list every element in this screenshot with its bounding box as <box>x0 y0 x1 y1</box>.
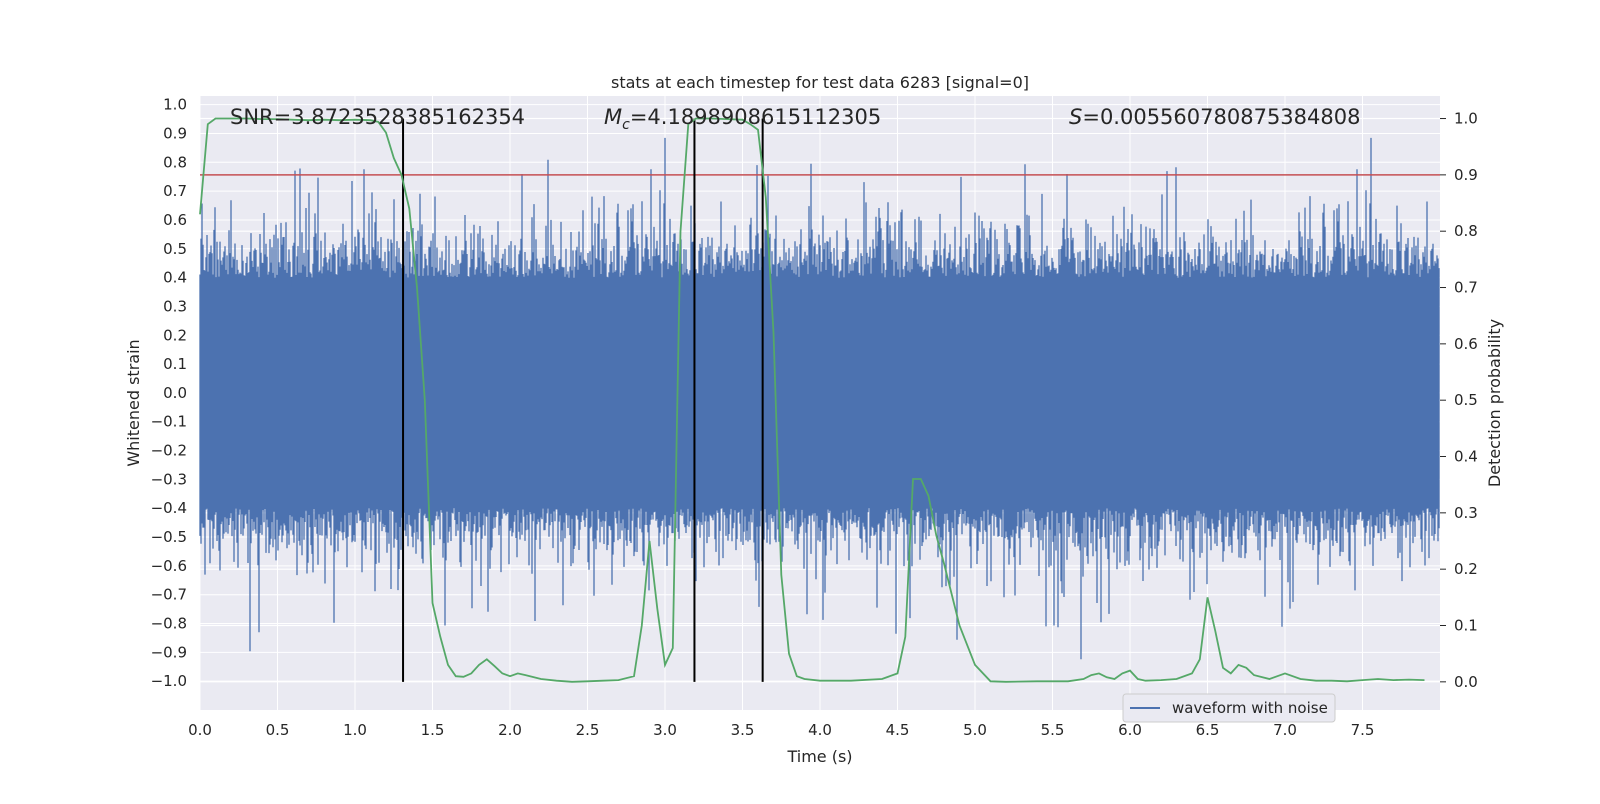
right-y-tick-label: 0.1 <box>1454 617 1478 635</box>
left-y-tick-label: 1.0 <box>163 96 187 114</box>
x-tick-label: 3.5 <box>731 721 755 739</box>
x-tick-label: 2.0 <box>498 721 522 739</box>
x-tick-label: 4.0 <box>808 721 832 739</box>
x-tick-label: 5.0 <box>963 721 987 739</box>
right-y-tick-label: 0.8 <box>1454 222 1478 240</box>
x-tick-label: 1.0 <box>343 721 367 739</box>
s-value: =0.005560780875384808 <box>1082 105 1360 129</box>
x-tick-label: 7.0 <box>1273 721 1297 739</box>
left-y-tick-label: −0.2 <box>151 442 187 460</box>
legend-label-waveform: waveform with noise <box>1172 699 1328 717</box>
waveform-noise-series <box>199 137 1440 660</box>
vertical-markers <box>402 118 764 682</box>
probability-line <box>199 117 1425 683</box>
x-tick-label: 4.5 <box>886 721 910 739</box>
right-y-tick-label: 0.7 <box>1454 279 1478 297</box>
left-y-tick-label: 0.0 <box>163 384 187 402</box>
right-y-tick-label: 0.4 <box>1454 448 1478 466</box>
legend-box <box>1122 693 1336 723</box>
left-y-tick-label: 0.5 <box>163 240 187 258</box>
chart-title: stats at each timestep for test data 628… <box>611 73 1029 92</box>
left-y-tick-label: −0.1 <box>151 413 187 431</box>
left-y-tick-label: −0.5 <box>151 528 187 546</box>
right-y-axis-label: Detection probability <box>1485 319 1504 487</box>
x-tick-label: 6.0 <box>1118 721 1142 739</box>
x-axis-label: Time (s) <box>786 747 852 766</box>
left-y-tick-label: 0.9 <box>163 124 187 142</box>
x-tick-label: 1.5 <box>421 721 445 739</box>
left-y-tick-label: 0.8 <box>163 153 187 171</box>
right-y-tick-label: 0.2 <box>1454 560 1478 578</box>
x-tick-label: 3.0 <box>653 721 677 739</box>
s-symbol: S <box>1069 105 1082 129</box>
waveform-noise-path <box>199 137 1440 660</box>
left-y-tick-label: −0.9 <box>151 643 187 661</box>
left-y-tick-label: 0.4 <box>163 269 187 287</box>
right-y-tick-label: 0.9 <box>1454 166 1478 184</box>
left-y-tick-label: −0.3 <box>151 470 187 488</box>
left-y-tick-label: 0.3 <box>163 297 187 315</box>
x-tick-label: 6.5 <box>1196 721 1220 739</box>
left-y-tick-label: −0.6 <box>151 557 187 575</box>
mc-annotation: Mc=4.189890861511230​5 <box>604 105 881 133</box>
right-y-tick-label: 0.0 <box>1454 673 1478 691</box>
right-y-tick-label: 1.0 <box>1454 110 1478 128</box>
right-y-tick-label: 0.3 <box>1454 504 1478 522</box>
left-y-tick-label: −0.7 <box>151 586 187 604</box>
x-tick-label: 5.5 <box>1041 721 1065 739</box>
left-y-tick-label: 0.7 <box>163 182 187 200</box>
tick-labels: 0.0 0.5 1.0 1.5 2.0 2.5 3.0 3.5 4.0 4.5 5.0 5.5 6.0 6… <box>151 96 1478 739</box>
left-y-tick-label: 0.2 <box>163 326 187 344</box>
mc-value: =4.189890861511230​5 <box>630 105 881 129</box>
legend: waveform with noise <box>1122 693 1336 723</box>
mc-subscript: c <box>622 117 630 133</box>
x-tick-label: 0.0 <box>188 721 212 739</box>
left-y-tick-label: −1.0 <box>151 672 187 690</box>
right-y-tick-label: 0.5 <box>1454 391 1478 409</box>
left-y-axis-label: Whitened strain <box>124 339 143 466</box>
left-y-tick-label: −0.4 <box>151 499 187 517</box>
mc-symbol: M <box>604 105 622 129</box>
left-y-tick-label: 0.6 <box>163 211 187 229</box>
probability-series <box>199 117 1425 683</box>
right-y-tick-label: 0.6 <box>1454 335 1478 353</box>
x-tick-label: 7.5 <box>1351 721 1375 739</box>
x-tick-label: 0.5 <box>266 721 290 739</box>
snr-annotation: SNR=3.8723528385162354 <box>230 105 525 129</box>
left-y-tick-label: 0.1 <box>163 355 187 373</box>
x-tick-label: 2.5 <box>576 721 600 739</box>
left-y-tick-label: −0.8 <box>151 615 187 633</box>
s-annotation: S=0.005560780875384808 <box>1069 105 1360 129</box>
